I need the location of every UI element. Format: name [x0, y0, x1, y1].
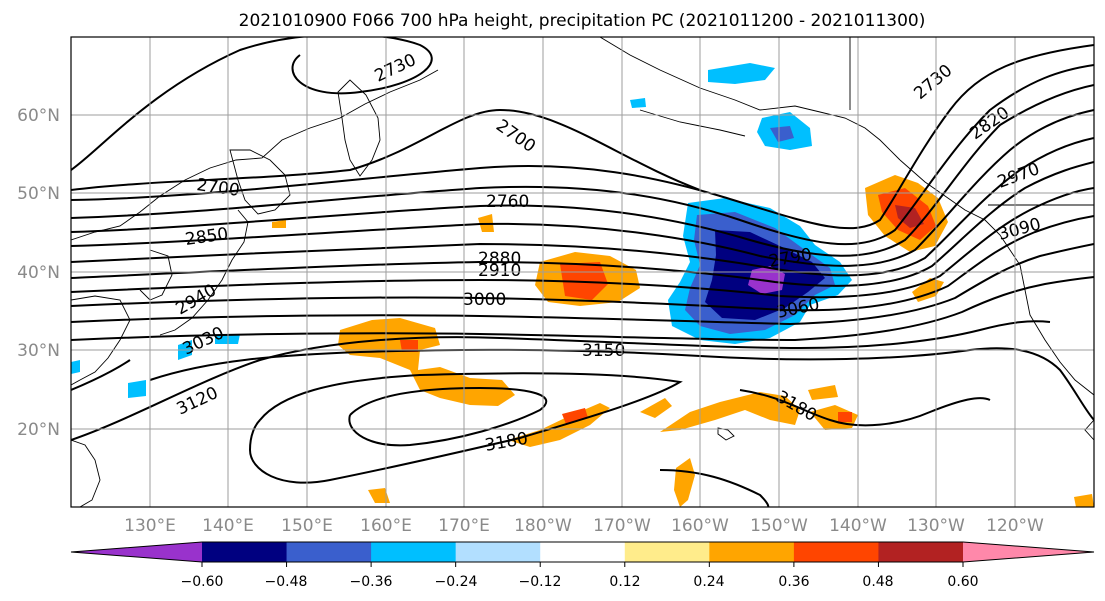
lon-label: 170°W — [593, 516, 651, 536]
contour-2730-west — [71, 37, 433, 171]
contour-l9 — [71, 243, 1094, 326]
pos-anomaly-hawaii — [660, 392, 800, 432]
lon-label: 160°W — [671, 516, 729, 536]
lat-label: 20°N — [17, 420, 60, 440]
colorbar-tick-label: 0.36 — [778, 574, 809, 590]
contour-l4 — [71, 109, 1094, 267]
colorbar-tick-label: 0.60 — [947, 574, 978, 590]
colorbar-tick-label: −0.60 — [181, 574, 224, 590]
colorbar-tick-label: −0.48 — [265, 574, 308, 590]
lon-labels: 130°E 140°E 150°E 160°E 170°E 180°W 170°… — [124, 516, 1044, 536]
colorbar-segment — [371, 542, 457, 562]
contour-l2 — [71, 64, 1094, 246]
contour-l5 — [71, 137, 1094, 277]
colorbar-tick-label: −0.36 — [350, 574, 393, 590]
coast-china — [71, 295, 131, 386]
neg-anomaly-bering — [708, 63, 775, 84]
contour-l8 — [71, 215, 1094, 312]
contour-l6 — [71, 161, 1094, 287]
contour-3180-west — [248, 372, 683, 484]
contour-3150 — [149, 347, 1094, 421]
contour-label: 2880 — [478, 249, 521, 269]
pos-anomaly-small6 — [368, 488, 390, 503]
pos-anomaly-hawaii2-core — [838, 412, 852, 422]
neg-anomaly-edge — [71, 360, 80, 374]
coast-kamchatka — [337, 79, 381, 177]
contour-label: 2760 — [486, 192, 529, 212]
coast-mexico — [1084, 419, 1094, 441]
pos-anomaly-subtrop1-core — [400, 340, 418, 352]
map-title: 2021010900 F066 700 hPa height, precipit… — [239, 11, 926, 31]
contour-west-trough — [71, 359, 131, 391]
colorbar-segment — [793, 542, 879, 562]
coast-hawaii — [717, 427, 735, 441]
contour-l3 — [71, 84, 1094, 257]
contour-label: 3000 — [463, 290, 506, 310]
contour-label: 2910 — [478, 261, 521, 281]
colorbar-tick-label: 0.48 — [862, 574, 893, 590]
coast-uswest — [1019, 264, 1094, 396]
lat-label: 30°N — [17, 341, 60, 361]
colorbar-tick-label: 0.24 — [693, 574, 724, 590]
lat-labels: 60°N 50°N 40°N 30°N 20°N — [17, 106, 60, 440]
colorbar-segment — [286, 542, 372, 562]
colorbar-segment — [624, 542, 710, 562]
pos-anomaly-gulf-core — [895, 205, 924, 228]
contour-2700 — [71, 108, 701, 191]
lon-label: 150°W — [750, 516, 808, 536]
colorbar — [70, 541, 1095, 567]
pos-anomaly-small5 — [272, 220, 286, 228]
pos-anomaly-small2 — [640, 398, 672, 418]
colorbar-extend-low — [71, 542, 202, 562]
map-frame — [70, 36, 1095, 508]
lon-label: 140°W — [829, 516, 887, 536]
gridlines — [71, 37, 1094, 507]
pos-anomaly-small7 — [1074, 494, 1094, 507]
neg-anomaly-small1 — [630, 98, 646, 108]
lat-label: 40°N — [17, 263, 60, 283]
lon-label: 140°E — [202, 516, 254, 536]
lon-label: 160°E — [360, 516, 412, 536]
colorbar-extend-high — [963, 542, 1094, 562]
colorbar-segment — [202, 542, 288, 562]
colorbar-tick-label: 0.12 — [609, 574, 640, 590]
lat-label: 60°N — [17, 106, 60, 126]
lon-label: 120°W — [986, 516, 1044, 536]
lat-label: 50°N — [17, 184, 60, 204]
map-area: 2730 2700 2700 2760 2850 2880 2910 3000 … — [71, 37, 1094, 507]
coast-japan — [159, 209, 249, 336]
colorbar-segment — [878, 542, 964, 562]
precip-negative — [71, 63, 852, 398]
coast-alaska — [599, 37, 901, 161]
contour-l10 — [71, 276, 1094, 342]
contour-label: 3150 — [582, 341, 625, 361]
neg-anomaly-alaska-core — [770, 126, 794, 142]
lon-label: 170°E — [438, 516, 490, 536]
coast-asia — [71, 69, 439, 241]
contour-3180-east — [739, 389, 991, 427]
lon-label: 180°W — [514, 516, 572, 536]
colorbar-tick-labels: −0.60 −0.48 −0.36 −0.24 −0.12 0.12 0.24 … — [181, 574, 979, 590]
colorbar-segment — [709, 542, 795, 562]
contour-south — [659, 469, 770, 507]
lon-label: 130°W — [907, 516, 965, 536]
contour-l1 — [71, 44, 1094, 230]
colorbar-tick-label: −0.24 — [435, 574, 478, 590]
coastlines — [71, 37, 1094, 507]
coast-korea — [139, 249, 173, 301]
coast-philippines — [71, 439, 101, 507]
lon-label: 150°E — [281, 516, 333, 536]
neg-anomaly-ryukyu — [128, 380, 146, 398]
colorbar-tick-label: −0.12 — [519, 574, 562, 590]
colorbar-segment — [540, 542, 626, 562]
pos-anomaly-small3 — [808, 385, 838, 400]
height-contours — [71, 37, 1094, 507]
pos-anomaly-subtrop2-core — [562, 408, 588, 424]
contour-3120 — [71, 320, 1051, 441]
colorbar-segment — [455, 542, 541, 562]
lon-label: 130°E — [124, 516, 176, 536]
